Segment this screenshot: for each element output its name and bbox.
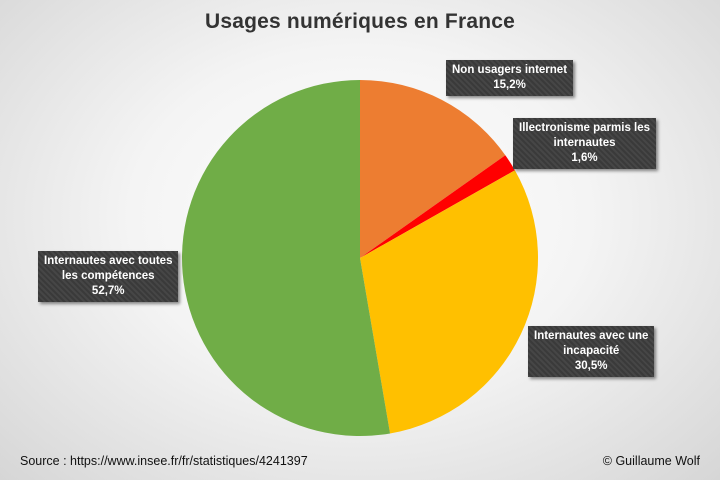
label-toutes-competences: Internautes avec toutes les compétences 52…: [38, 251, 179, 302]
label-illectronisme: Illectronisme parmis les internautes 1,6%: [513, 118, 657, 169]
label-non-usagers: Non usagers internet 15,2%: [446, 60, 574, 96]
slice-non-usagers: [360, 80, 506, 258]
slice-value-label: 30,5%: [574, 360, 608, 372]
slice-label-text: Internautes avec une: [534, 330, 649, 342]
slice-illectronisme: [360, 155, 515, 258]
chart-title: Usages numériques en France: [204, 10, 515, 33]
source-text: Source : https://www.insee.fr/fr/statist…: [20, 454, 308, 468]
slice-value-label: 15,2%: [493, 79, 526, 91]
slice-value-label: 52,7%: [91, 285, 125, 297]
credit-text: © Guillaume Wolf: [602, 454, 700, 468]
slice-label-text: Non usagers internet: [452, 64, 568, 76]
slice-label-text: incapacité: [563, 345, 620, 357]
slice-incapacite: [360, 170, 538, 434]
slice-label-text: Internautes avec toutes: [44, 255, 173, 267]
slice-toutes-competences: [181, 80, 391, 436]
slice-value-label: 1,6%: [571, 152, 598, 164]
slice-label-text: les compétences: [61, 270, 155, 282]
slice-label-text: Illectronisme parmis les: [519, 122, 651, 134]
label-incapacite: Internautes avec une incapacité 30,5%: [528, 326, 655, 377]
slice-label-text: internautes: [553, 137, 616, 149]
